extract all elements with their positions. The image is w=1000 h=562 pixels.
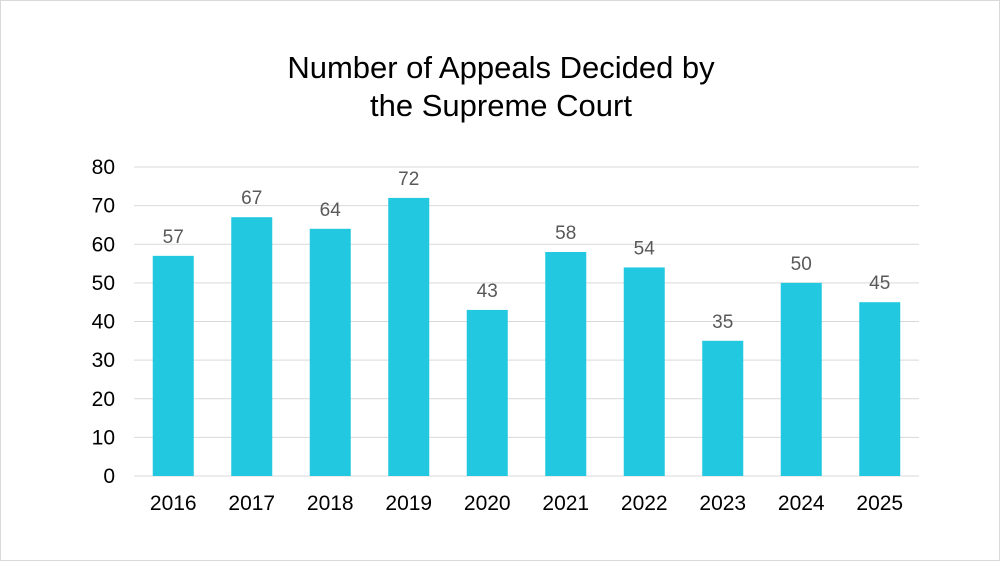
x-tick-label: 2021: [542, 492, 589, 515]
data-label: 67: [241, 188, 262, 209]
data-label: 35: [712, 312, 733, 333]
chart-title-line-1: Number of Appeals Decided by: [287, 50, 715, 85]
x-tick-label: 2020: [464, 492, 511, 515]
bar: [859, 302, 901, 476]
y-tick-label: 70: [92, 195, 115, 218]
data-label: 57: [163, 227, 184, 248]
bar: [702, 340, 744, 476]
bar: [623, 267, 665, 476]
data-label: 72: [398, 169, 419, 190]
y-tick-label: 50: [92, 272, 115, 295]
data-labels: 57 67 64 72 43 58 54 35 50 45: [163, 169, 891, 333]
x-tick-label: 2017: [228, 492, 275, 515]
data-label: 64: [320, 200, 342, 221]
y-tick-label: 0: [103, 465, 115, 488]
y-tick-label: 20: [92, 388, 115, 411]
x-axis-tick-labels: 2016 2017 2018 2019 2020 2021 2022 2023 2024 2025: [150, 492, 903, 515]
data-label: 50: [791, 254, 812, 275]
bar: [466, 309, 508, 476]
bar: [780, 282, 822, 476]
data-label: 54: [634, 238, 656, 259]
y-tick-label: 30: [92, 349, 115, 372]
y-tick-label: 10: [92, 426, 115, 449]
chart-title: Number of Appeals Decided by the Supreme…: [1, 49, 1000, 125]
y-tick-label: 40: [92, 311, 115, 334]
x-tick-label: 2022: [621, 492, 668, 515]
bars: [152, 197, 901, 476]
data-label: 58: [555, 223, 576, 244]
bar: [309, 228, 351, 476]
x-tick-label: 2024: [778, 492, 825, 515]
chart-title-line-2: the Supreme Court: [370, 88, 632, 123]
bar: [545, 251, 587, 476]
data-label: 43: [477, 281, 498, 302]
x-tick-label: 2023: [699, 492, 746, 515]
bar: [231, 217, 273, 476]
bar: [152, 255, 194, 476]
y-axis-tick-labels: 0 10 20 30 40 50 60 70 80: [92, 156, 115, 488]
x-tick-label: 2019: [385, 492, 432, 515]
x-tick-label: 2018: [307, 492, 354, 515]
x-tick-label: 2016: [150, 492, 197, 515]
x-tick-label: 2025: [856, 492, 903, 515]
data-label: 45: [869, 273, 890, 294]
y-tick-label: 60: [92, 233, 115, 256]
bar: [388, 197, 430, 476]
y-tick-label: 80: [92, 156, 115, 179]
